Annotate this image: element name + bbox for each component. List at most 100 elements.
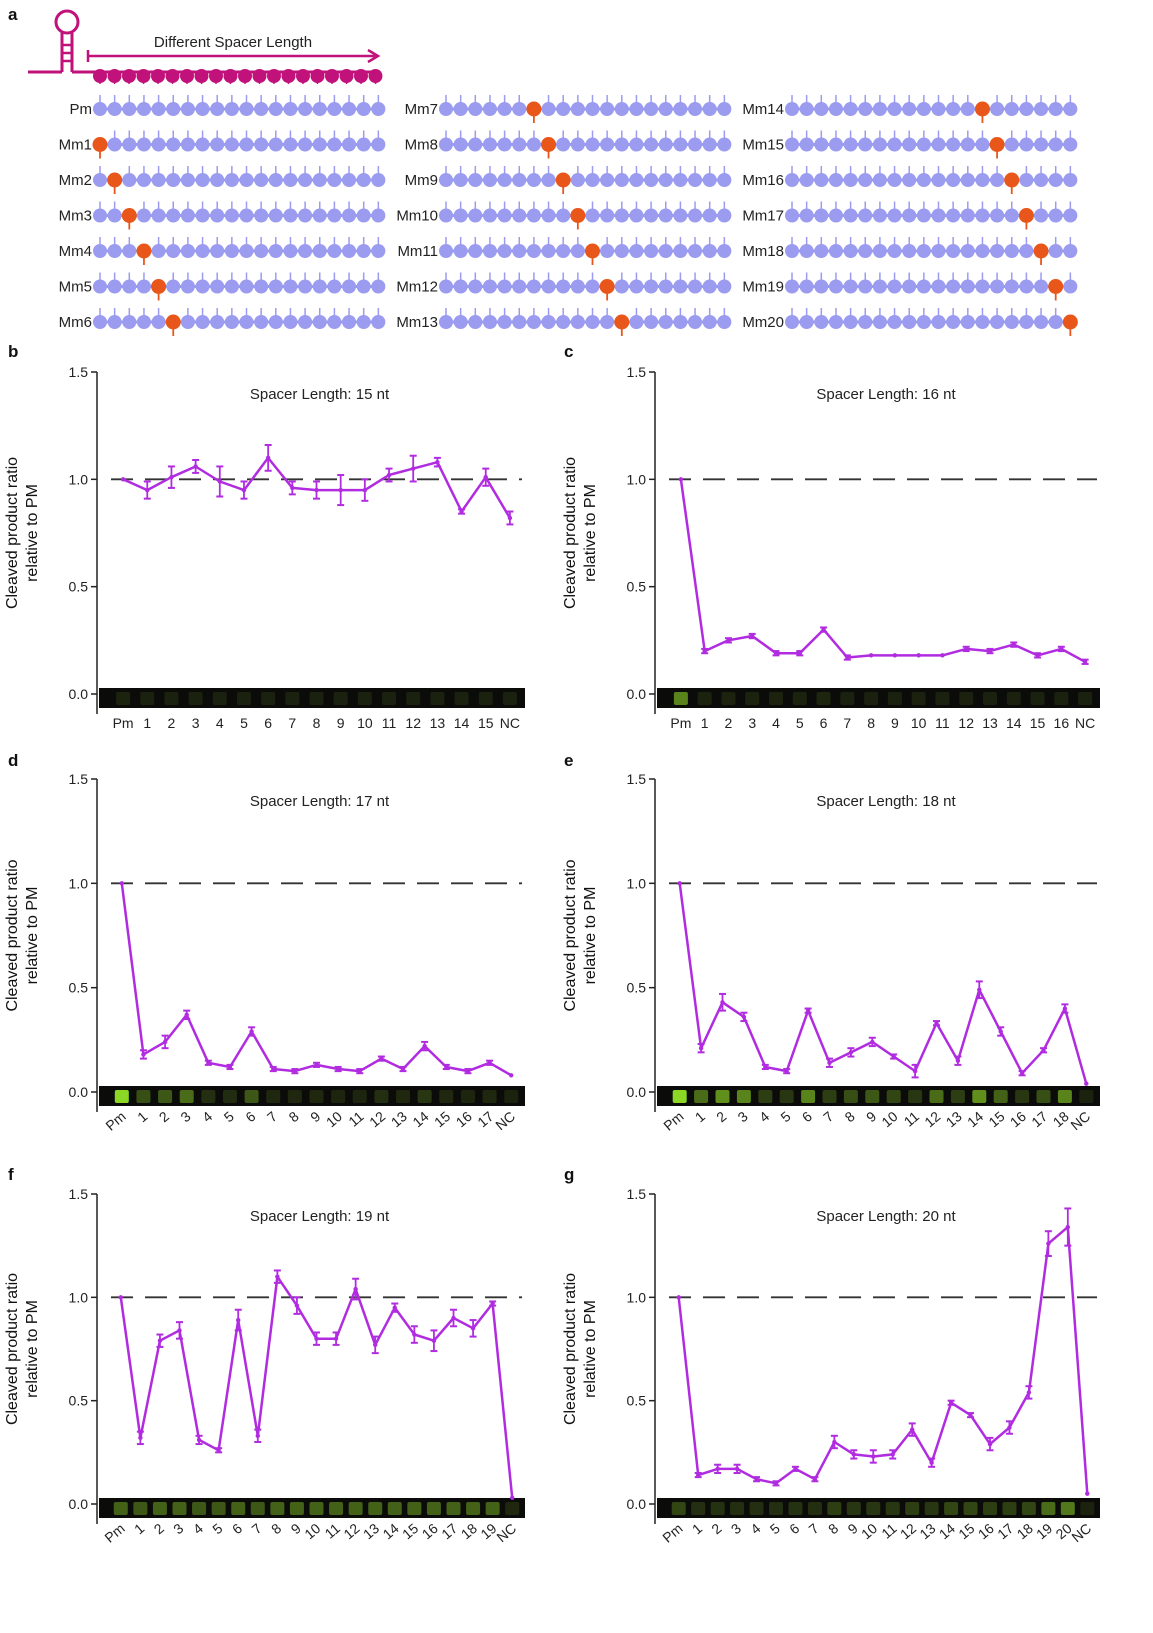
- target-node: [658, 102, 673, 116]
- target-node: [975, 244, 990, 258]
- guide-node: [310, 69, 325, 83]
- target-node: [298, 279, 313, 294]
- target-node: [497, 102, 512, 116]
- target-node: [858, 173, 873, 187]
- mismatch-node: [121, 208, 137, 223]
- target-node: [224, 315, 239, 329]
- y-axis-label-line2: relative to PM: [582, 1300, 599, 1398]
- target-node: [658, 173, 673, 187]
- target-node: [975, 173, 990, 187]
- target-node: [946, 279, 961, 294]
- target-node: [570, 102, 585, 116]
- target-node: [1063, 244, 1078, 258]
- target-node: [151, 244, 166, 258]
- target-node: [180, 244, 195, 258]
- target-node: [151, 208, 166, 223]
- x-tick-label: 5: [777, 1108, 793, 1125]
- panel-label-f: f: [8, 1165, 14, 1184]
- x-tick-label: 12: [366, 1108, 388, 1130]
- target-node: [180, 208, 195, 223]
- chart-title: Spacer Length: 17 nt: [250, 793, 390, 810]
- guide-node: [151, 69, 165, 83]
- data-point: [392, 1305, 397, 1310]
- y-tick-label: 0.5: [627, 579, 647, 595]
- target-node: [166, 208, 181, 223]
- target-node: [799, 279, 814, 294]
- data-point: [827, 1060, 832, 1065]
- target-node: [195, 137, 210, 152]
- gel-well: [736, 1090, 751, 1103]
- target-node: [283, 173, 298, 187]
- mismatch-node: [151, 279, 167, 294]
- x-tick-label: 2: [156, 1108, 172, 1125]
- x-tick-label: 5: [221, 1108, 237, 1125]
- y-tick-label: 1.5: [69, 1186, 89, 1202]
- target-node: [224, 173, 239, 187]
- target-node: [468, 244, 483, 258]
- data-point: [141, 1052, 146, 1057]
- gel-well: [407, 1502, 422, 1515]
- data-point: [206, 1060, 211, 1065]
- gel-well: [1006, 692, 1021, 705]
- gel-well: [993, 1090, 1008, 1103]
- target-node: [717, 244, 732, 258]
- target-node: [887, 173, 902, 187]
- y-axis-label-line1: Cleaved product ratio: [4, 1273, 21, 1425]
- y-tick-label: 1.0: [69, 471, 89, 487]
- target-node: [814, 173, 829, 187]
- x-tick-label: 16: [419, 1520, 441, 1542]
- gel-well: [846, 1502, 861, 1515]
- target-row-mm6: Mm6: [59, 308, 386, 336]
- gel-well: [1015, 1090, 1030, 1103]
- target-node: [887, 137, 902, 152]
- target-node: [166, 102, 181, 116]
- target-node: [541, 279, 556, 294]
- target-node: [512, 315, 527, 329]
- target-node: [180, 315, 195, 329]
- target-node: [887, 208, 902, 223]
- data-point: [483, 474, 488, 480]
- gel-strip: [657, 688, 1100, 708]
- data-point: [249, 1029, 254, 1034]
- target-node: [902, 137, 917, 152]
- target-node: [439, 315, 453, 329]
- gel-well: [114, 1090, 129, 1103]
- x-tick-label: 2: [713, 1108, 729, 1125]
- target-row-label: Mm6: [59, 314, 92, 331]
- target-node: [858, 137, 873, 152]
- guide-node: [93, 69, 107, 83]
- y-tick-label: 0.0: [69, 1084, 89, 1100]
- target-node: [975, 315, 990, 329]
- x-tick-label: 16: [975, 1520, 997, 1542]
- x-tick-label: 16: [1054, 715, 1070, 731]
- panel-label-a: a: [8, 5, 18, 24]
- mismatch-node: [614, 314, 630, 330]
- target-node: [283, 208, 298, 223]
- target-node: [541, 315, 556, 329]
- mismatch-node: [599, 279, 615, 294]
- target-node: [439, 279, 453, 294]
- target-node: [585, 173, 600, 187]
- x-tick-label: Pm: [660, 1108, 686, 1134]
- data-point: [848, 1050, 854, 1055]
- target-node: [614, 173, 629, 187]
- x-tick-label: 2: [168, 715, 176, 731]
- y-axis-label-line1: Cleaved product ratio: [562, 1273, 579, 1425]
- target-node: [136, 137, 151, 152]
- data-point: [353, 1286, 358, 1292]
- target-node: [239, 315, 254, 329]
- x-tick-label: 15: [399, 1520, 421, 1542]
- gel-well: [289, 1502, 304, 1515]
- gel-well: [864, 692, 879, 705]
- target-node: [902, 208, 917, 223]
- gel-well: [357, 692, 372, 705]
- target-node: [673, 279, 688, 294]
- target-row-mm16: Mm16: [742, 166, 1078, 194]
- guide-node: [107, 69, 122, 83]
- target-node: [526, 173, 541, 187]
- data-point: [698, 1045, 704, 1051]
- x-tick-label: 10: [357, 715, 373, 731]
- target-node: [688, 102, 703, 116]
- target-node: [828, 315, 843, 329]
- target-node: [151, 173, 166, 187]
